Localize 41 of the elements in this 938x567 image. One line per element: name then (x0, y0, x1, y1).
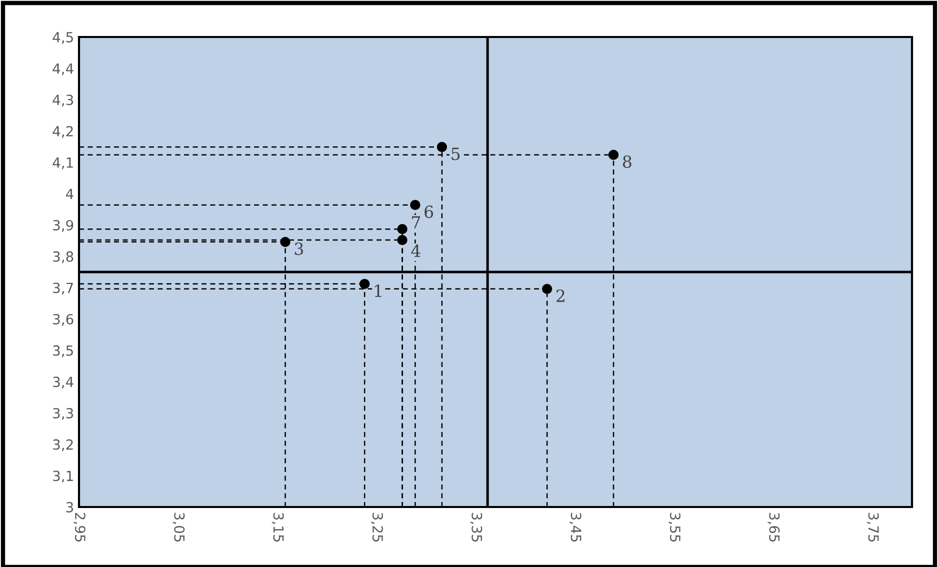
annotation: 3 (294, 242, 303, 256)
point (410, 200, 420, 210)
y-tick-label: 3,6 (53, 314, 74, 326)
point (360, 278, 370, 289)
x-tick-label: 3,25 (371, 512, 383, 542)
y-tick-label: 3 (66, 502, 74, 512)
y-tick-label: 4,3 (52, 94, 74, 107)
annotation: 1 (374, 284, 382, 297)
x-tick-label: 3,05 (172, 512, 185, 542)
y-tick-label: 3,5 (53, 345, 73, 358)
point (608, 150, 619, 160)
annotation: 2 (556, 289, 564, 302)
x-tick-label: 3,35 (470, 512, 482, 542)
point (397, 224, 408, 234)
x-tick-label: 2,95 (74, 512, 86, 542)
y-tick-label: 3,1 (53, 470, 73, 483)
y-tick-label: 3,2 (53, 439, 73, 452)
point (436, 142, 448, 152)
point (280, 236, 290, 248)
x-tick-label: 3,75 (866, 512, 879, 542)
y-tick-label: 4,2 (52, 126, 73, 138)
y-tick-label: 3,8 (53, 251, 74, 264)
x-tick-label: 3,65 (768, 512, 780, 542)
annotation: 5 (452, 148, 460, 160)
annotation: 7 (412, 216, 420, 228)
y-tick-label: 4,5 (52, 32, 73, 44)
y-tick-label: 3,4 (53, 376, 74, 389)
annotation: 6 (424, 206, 434, 218)
point (542, 284, 552, 294)
x-tick-label: 3,55 (668, 512, 680, 542)
point (397, 234, 408, 246)
x-tick-label: 3,15 (272, 512, 284, 542)
y-tick-label: 3,3 (53, 408, 74, 420)
y-tick-label: 4,4 (52, 63, 74, 76)
y-tick-label: 4 (66, 188, 74, 199)
x-tick-label: 3,45 (569, 512, 582, 542)
y-tick-label: 3,7 (53, 282, 73, 295)
annotation: 4 (411, 244, 420, 257)
annotation: 8 (622, 155, 632, 168)
y-tick-label: 3,9 (53, 220, 74, 232)
y-tick-label: 4,1 (52, 157, 73, 170)
